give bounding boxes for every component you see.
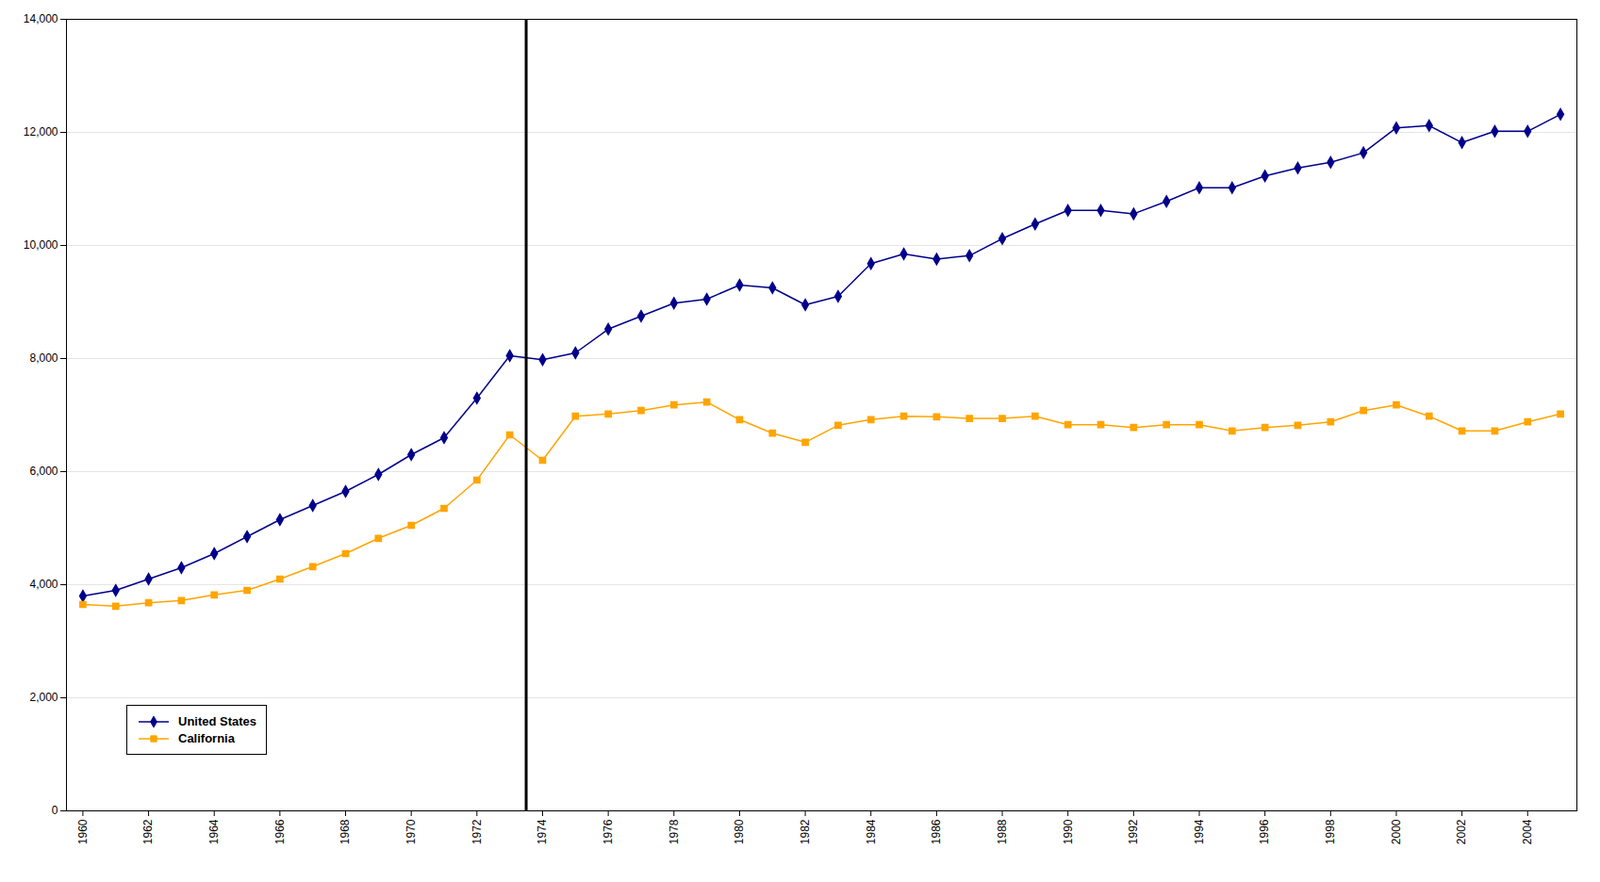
svg-text:1972: 1972 [470,819,484,845]
svg-text:1988: 1988 [995,819,1009,845]
svg-text:1980: 1980 [732,819,746,845]
svg-text:1964: 1964 [207,819,221,845]
html-text:California: California [178,731,235,746]
svg-text:1982: 1982 [798,819,812,845]
svg-text:12,000: 12,000 [23,125,59,139]
svg-text:1966: 1966 [273,819,287,845]
svg-text:4,000: 4,000 [29,577,58,592]
svg-text:2002: 2002 [1454,819,1469,845]
svg-text:1986: 1986 [929,819,943,845]
svg-text:2,000: 2,000 [29,691,58,705]
svg-text:6,000: 6,000 [29,464,58,479]
svg-text:1970: 1970 [404,819,418,845]
svg-text:1960: 1960 [76,819,90,845]
svg-text:14,000: 14,000 [23,12,59,26]
svg-text:1994: 1994 [1192,819,1206,845]
svg-text:1962: 1962 [141,819,155,845]
svg-text:2000: 2000 [1389,819,1403,845]
html-text:United States: United States [178,714,257,729]
svg-text:1978: 1978 [667,819,681,845]
svg-text:1968: 1968 [338,819,352,845]
svg-text:1998: 1998 [1323,819,1337,845]
svg-text:1996: 1996 [1257,819,1271,845]
svg-text:1990: 1990 [1061,819,1075,845]
svg-text:1992: 1992 [1126,819,1140,845]
svg-text:0: 0 [51,804,59,818]
svg-text:8,000: 8,000 [29,351,58,365]
svg-text:1976: 1976 [601,819,615,845]
svg-text:10,000: 10,000 [23,238,59,252]
svg-text:1974: 1974 [535,819,549,845]
svg-text:2004: 2004 [1520,819,1535,845]
svg-text:1984: 1984 [864,819,878,845]
